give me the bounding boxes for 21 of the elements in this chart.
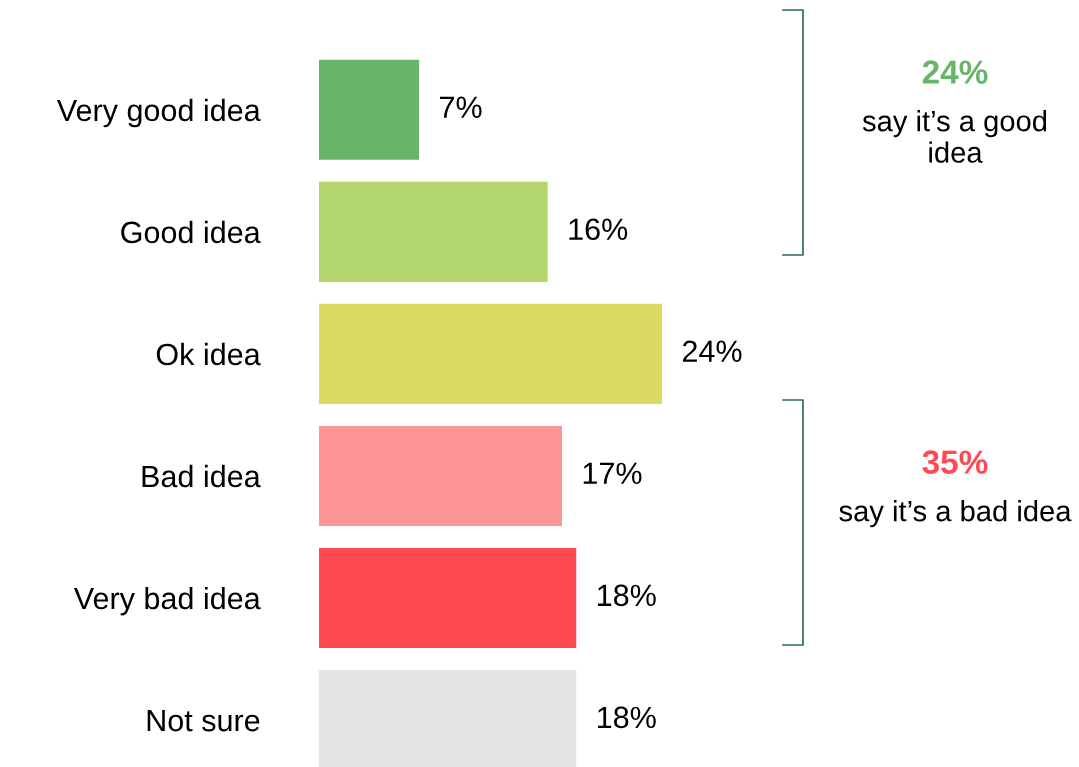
- text: 24%: [922, 60, 988, 84]
- text: say it’s a good idea: [862, 110, 1047, 163]
- bar: [319, 547, 577, 649]
- y-tick-label: Not sure: [147, 710, 260, 732]
- bar: [319, 181, 548, 282]
- data-label: 24%: [682, 340, 742, 362]
- y-tick-label: Very good idea: [56, 98, 261, 128]
- data-label: 17%: [583, 462, 642, 485]
- bar: [319, 59, 420, 160]
- data-label: 18%: [598, 706, 656, 729]
- text: 35%: [922, 450, 988, 474]
- bar: [319, 303, 662, 404]
- y-tick-label: Ok idea: [156, 342, 261, 366]
- y-tick-label: Bad idea: [142, 464, 261, 488]
- data-label: 18%: [598, 584, 656, 607]
- y-tick-label: Good idea: [121, 220, 261, 244]
- y-tick-label: Very bad idea: [73, 586, 261, 616]
- data-label: 16%: [569, 218, 628, 241]
- text: say it’s a bad idea: [839, 500, 1072, 528]
- data-label: 7%: [440, 96, 482, 118]
- bar: [319, 425, 562, 526]
